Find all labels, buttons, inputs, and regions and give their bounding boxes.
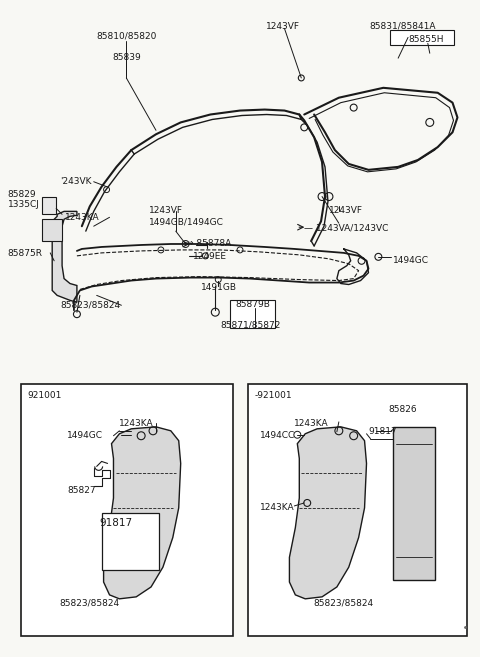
Polygon shape bbox=[289, 427, 367, 599]
Text: 1491GB: 1491GB bbox=[201, 283, 237, 292]
Text: 91817: 91817 bbox=[369, 427, 397, 436]
Bar bbox=[230, 300, 275, 328]
Text: 85875R: 85875R bbox=[8, 249, 43, 258]
Text: 85871/85872: 85871/85872 bbox=[220, 320, 281, 329]
Bar bbox=[248, 384, 468, 637]
Text: 85855H: 85855H bbox=[408, 35, 444, 45]
Text: 85810/85820: 85810/85820 bbox=[96, 32, 156, 41]
Text: 85827: 85827 bbox=[67, 486, 96, 495]
Text: -921001: -921001 bbox=[255, 392, 292, 400]
Text: 85823/85824: 85823/85824 bbox=[60, 300, 120, 309]
Text: ⇒ 85878A: ⇒ 85878A bbox=[186, 239, 231, 248]
Bar bbox=[21, 384, 233, 637]
Text: 1243VF: 1243VF bbox=[329, 206, 363, 215]
Text: 1494CC: 1494CC bbox=[260, 431, 295, 440]
Bar bbox=[102, 513, 159, 570]
Text: 85823/85824: 85823/85824 bbox=[314, 599, 374, 608]
Text: 1243KA: 1243KA bbox=[294, 419, 329, 428]
Text: 85823/85824: 85823/85824 bbox=[60, 599, 120, 608]
Text: 85829: 85829 bbox=[8, 190, 36, 198]
Polygon shape bbox=[104, 427, 180, 599]
Text: 91817: 91817 bbox=[100, 518, 133, 528]
Text: 85831/85841A: 85831/85841A bbox=[370, 22, 436, 31]
Text: 1494GC: 1494GC bbox=[393, 256, 429, 265]
Bar bbox=[42, 219, 62, 241]
Bar bbox=[42, 196, 56, 214]
Text: 1494GB/1494GC: 1494GB/1494GC bbox=[149, 217, 224, 226]
Polygon shape bbox=[52, 212, 77, 302]
Text: 1243VF: 1243VF bbox=[149, 206, 183, 215]
Text: 1243VF: 1243VF bbox=[265, 22, 300, 31]
Text: — 1243VA/1243VC: — 1243VA/1243VC bbox=[304, 223, 389, 232]
Text: 1243KA: 1243KA bbox=[65, 214, 100, 222]
Text: '243VK: '243VK bbox=[60, 177, 92, 186]
Bar bbox=[393, 427, 435, 580]
Text: 1335CJ: 1335CJ bbox=[8, 200, 39, 210]
Text: 1243KA: 1243KA bbox=[120, 419, 154, 428]
Bar bbox=[390, 30, 455, 45]
Text: 921001: 921001 bbox=[27, 392, 62, 400]
Text: 85826: 85826 bbox=[388, 405, 417, 414]
Text: 85839: 85839 bbox=[112, 53, 141, 62]
Text: 1243KA: 1243KA bbox=[260, 503, 294, 512]
Text: 1249EE: 1249EE bbox=[192, 252, 227, 261]
Text: 1494GC: 1494GC bbox=[67, 431, 103, 440]
Text: 85879B: 85879B bbox=[235, 300, 270, 309]
